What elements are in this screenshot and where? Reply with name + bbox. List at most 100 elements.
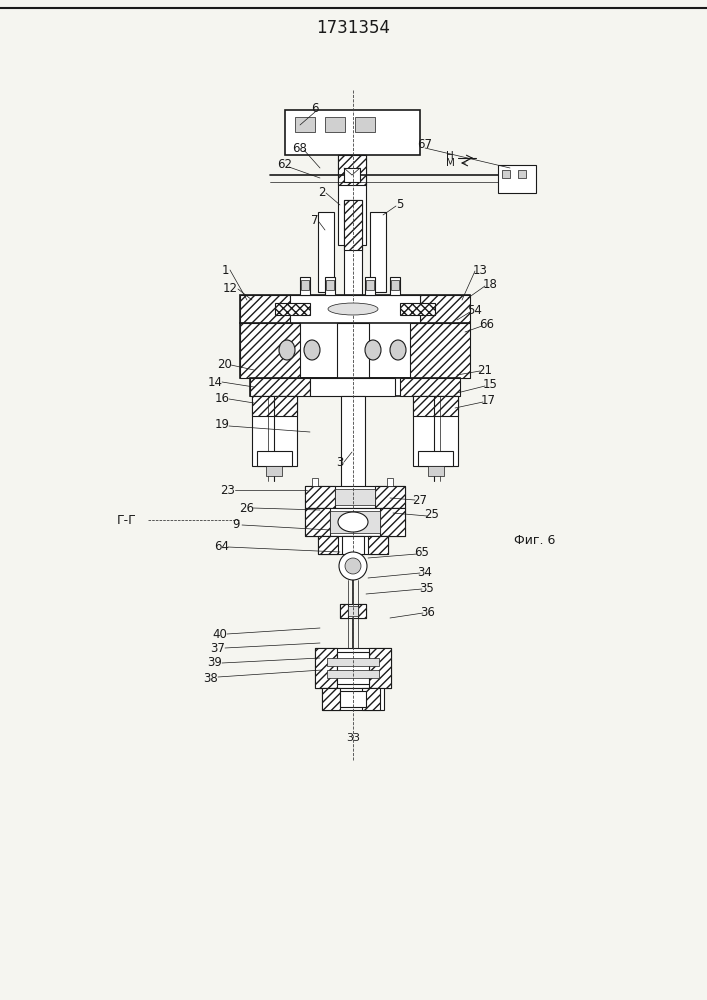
Text: 18: 18 xyxy=(483,278,498,292)
Text: 37: 37 xyxy=(211,642,226,654)
Text: 26: 26 xyxy=(240,502,255,514)
Bar xyxy=(390,277,400,295)
Text: 23: 23 xyxy=(221,484,235,496)
Bar xyxy=(366,280,374,290)
Bar xyxy=(340,691,366,707)
Bar xyxy=(355,117,375,132)
Text: 9: 9 xyxy=(233,518,240,532)
Text: Н: Н xyxy=(446,151,454,161)
Bar xyxy=(315,648,391,688)
Text: 20: 20 xyxy=(218,359,233,371)
Bar xyxy=(322,688,384,710)
Text: 35: 35 xyxy=(420,582,434,594)
Bar xyxy=(420,295,470,323)
Bar xyxy=(290,295,420,323)
Bar xyxy=(368,536,388,554)
Bar xyxy=(362,688,380,710)
Bar xyxy=(312,478,318,486)
Text: 19: 19 xyxy=(214,418,230,432)
Bar xyxy=(428,466,444,476)
Bar xyxy=(325,117,345,132)
Bar xyxy=(418,451,453,466)
Ellipse shape xyxy=(328,303,378,315)
Bar xyxy=(380,508,405,536)
Bar xyxy=(338,155,366,245)
Bar xyxy=(344,200,362,250)
Bar xyxy=(305,508,405,536)
Text: 16: 16 xyxy=(214,391,230,404)
Bar xyxy=(413,396,458,466)
Text: М: М xyxy=(445,158,455,168)
Text: 5: 5 xyxy=(397,198,404,212)
Bar xyxy=(410,323,470,378)
Text: 6: 6 xyxy=(311,102,319,114)
Bar xyxy=(502,170,510,178)
Bar xyxy=(400,378,460,396)
Ellipse shape xyxy=(365,340,381,360)
Bar xyxy=(275,303,310,315)
Bar xyxy=(240,295,290,323)
Bar xyxy=(240,323,300,378)
Bar xyxy=(315,648,337,688)
Text: Фиг. 6: Фиг. 6 xyxy=(514,534,556,546)
Bar xyxy=(318,536,388,554)
Text: 36: 36 xyxy=(421,605,436,618)
Bar xyxy=(344,200,362,310)
Text: 64: 64 xyxy=(214,540,230,552)
Bar xyxy=(305,486,335,508)
Text: 66: 66 xyxy=(479,318,494,332)
Bar xyxy=(369,648,391,688)
Bar xyxy=(327,658,379,666)
Bar xyxy=(391,280,399,290)
Text: 40: 40 xyxy=(213,629,228,642)
Bar xyxy=(326,280,334,290)
Bar xyxy=(335,489,375,505)
Bar xyxy=(325,277,335,295)
Bar xyxy=(310,378,395,396)
Bar xyxy=(370,212,386,292)
Bar xyxy=(252,396,297,466)
Bar xyxy=(518,170,526,178)
Bar xyxy=(338,155,366,185)
Bar xyxy=(318,212,334,292)
Bar xyxy=(341,396,365,496)
Ellipse shape xyxy=(339,552,367,580)
Text: 2: 2 xyxy=(318,186,326,198)
Text: 34: 34 xyxy=(418,566,433,578)
Text: 67: 67 xyxy=(418,138,433,151)
Bar xyxy=(342,536,364,554)
Bar xyxy=(285,110,420,155)
Text: 12: 12 xyxy=(223,282,238,294)
Text: 1: 1 xyxy=(221,263,229,276)
Text: 68: 68 xyxy=(293,141,308,154)
Text: 54: 54 xyxy=(467,304,482,316)
Text: 62: 62 xyxy=(278,158,293,172)
Bar xyxy=(295,117,315,132)
Bar xyxy=(318,536,338,554)
Text: 21: 21 xyxy=(477,363,493,376)
Text: 13: 13 xyxy=(472,263,487,276)
Bar xyxy=(250,378,460,396)
Bar xyxy=(365,277,375,295)
Bar xyxy=(240,295,470,323)
Text: 65: 65 xyxy=(414,546,429,560)
Ellipse shape xyxy=(390,340,406,360)
Bar xyxy=(301,280,309,290)
Bar xyxy=(358,604,366,618)
Bar xyxy=(337,652,369,684)
Text: 1731354: 1731354 xyxy=(316,19,390,37)
Bar xyxy=(340,604,366,618)
Bar xyxy=(305,508,330,536)
Text: 25: 25 xyxy=(425,508,440,522)
Bar xyxy=(250,378,310,396)
Text: 39: 39 xyxy=(208,656,223,670)
Bar xyxy=(337,323,369,378)
Text: 14: 14 xyxy=(207,375,223,388)
Text: Г-Г: Г-Г xyxy=(117,514,137,526)
Ellipse shape xyxy=(345,558,361,574)
Bar xyxy=(344,168,360,182)
Bar xyxy=(240,323,470,378)
Bar xyxy=(348,606,358,616)
Text: 15: 15 xyxy=(483,378,498,391)
Text: 38: 38 xyxy=(204,672,218,684)
